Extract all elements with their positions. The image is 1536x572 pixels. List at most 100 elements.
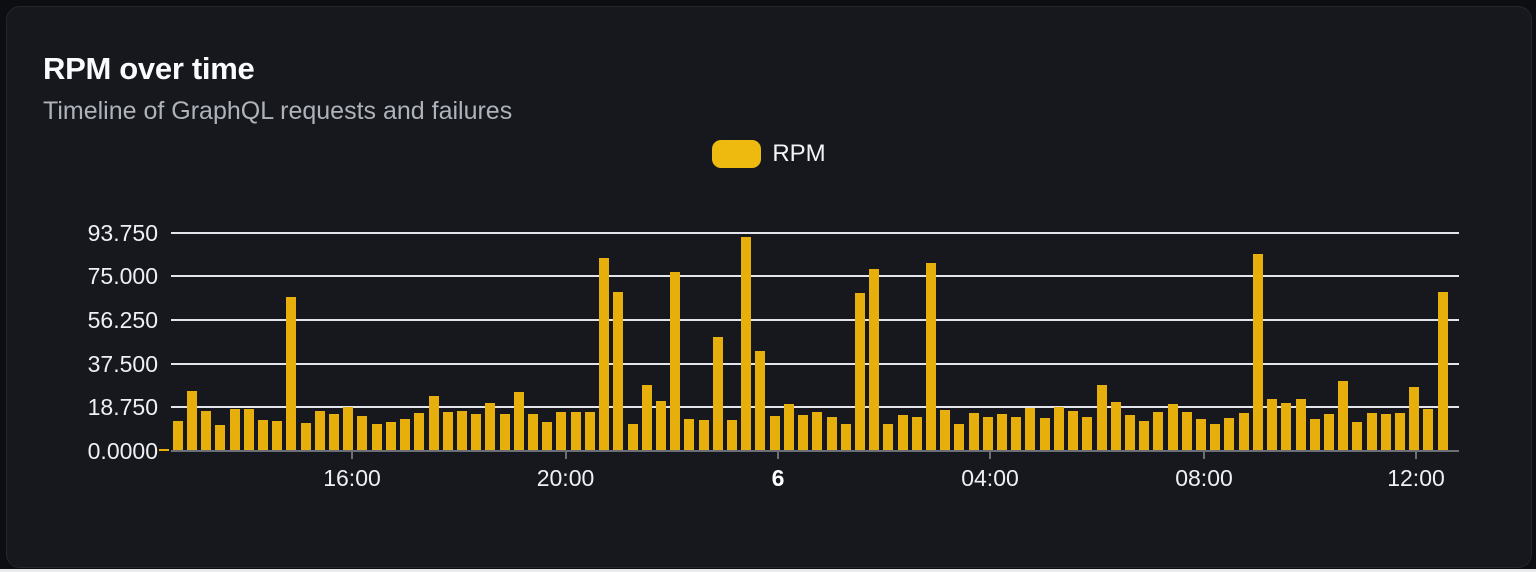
bar[interactable] (1352, 421, 1363, 451)
bar[interactable] (1423, 409, 1434, 451)
bar[interactable] (556, 412, 567, 451)
gridline (171, 319, 1459, 322)
bar[interactable] (400, 418, 411, 451)
bar[interactable] (229, 408, 240, 451)
bar[interactable] (826, 416, 837, 451)
bar[interactable] (1025, 408, 1036, 451)
bar[interactable] (499, 413, 510, 451)
bar[interactable] (1224, 418, 1235, 451)
bar[interactable] (1238, 413, 1249, 451)
bar[interactable] (684, 418, 695, 451)
bar[interactable] (1366, 412, 1377, 451)
bar[interactable] (1437, 291, 1448, 451)
bar[interactable] (215, 424, 226, 451)
bar[interactable] (1153, 412, 1164, 451)
y-axis-label: 37.500 (87, 350, 158, 377)
bar[interactable] (243, 408, 254, 451)
bar[interactable] (613, 292, 624, 451)
bar[interactable] (456, 410, 467, 451)
bar[interactable] (528, 413, 539, 451)
bar[interactable] (954, 424, 965, 451)
bar[interactable] (1409, 386, 1420, 451)
bar[interactable] (712, 337, 723, 451)
bar[interactable] (414, 412, 425, 451)
bar[interactable] (584, 411, 595, 451)
bar[interactable] (385, 421, 396, 451)
bar[interactable] (542, 422, 553, 451)
bar[interactable] (1252, 254, 1263, 451)
bar[interactable] (641, 384, 652, 451)
bar[interactable] (1196, 419, 1207, 451)
bar[interactable] (599, 258, 610, 451)
bar[interactable] (186, 390, 197, 451)
bar[interactable] (1011, 417, 1022, 451)
bar[interactable] (485, 403, 496, 451)
bar[interactable] (1295, 398, 1306, 451)
bar[interactable] (1068, 410, 1079, 451)
bar[interactable] (798, 414, 809, 451)
bar[interactable] (741, 236, 752, 451)
bar[interactable] (1082, 417, 1093, 451)
bar[interactable] (940, 410, 951, 451)
bar[interactable] (1110, 401, 1121, 451)
bar[interactable] (201, 410, 212, 451)
x-axis-tick (777, 452, 779, 459)
x-axis-tick (351, 452, 353, 459)
bar[interactable] (769, 415, 780, 451)
bar[interactable] (471, 414, 482, 451)
bar[interactable] (1053, 406, 1064, 451)
bar[interactable] (1096, 384, 1107, 451)
bar[interactable] (1039, 418, 1050, 451)
bar[interactable] (158, 448, 169, 451)
y-axis-label: 93.750 (87, 219, 158, 246)
bar[interactable] (272, 421, 283, 451)
bar[interactable] (968, 412, 979, 451)
bar[interactable] (314, 410, 325, 451)
bar[interactable] (655, 400, 666, 451)
bar[interactable] (1338, 381, 1349, 451)
bar[interactable] (357, 415, 368, 451)
bar[interactable] (1323, 414, 1334, 451)
bar[interactable] (854, 292, 865, 451)
bar[interactable] (869, 269, 880, 451)
bar[interactable] (982, 416, 993, 451)
bar[interactable] (1380, 414, 1391, 451)
bar[interactable] (1395, 413, 1406, 451)
bar[interactable] (1167, 404, 1178, 451)
bar[interactable] (1281, 402, 1292, 451)
bar[interactable] (911, 417, 922, 451)
gridline (171, 406, 1459, 409)
bar[interactable] (570, 411, 581, 451)
bar[interactable] (300, 423, 311, 451)
bar[interactable] (627, 423, 638, 451)
bar[interactable] (727, 420, 738, 451)
bar[interactable] (670, 271, 681, 451)
bar[interactable] (897, 414, 908, 451)
bar[interactable] (286, 297, 297, 451)
bar[interactable] (926, 263, 936, 451)
bar[interactable] (783, 404, 794, 451)
bar[interactable] (1309, 418, 1320, 451)
bar[interactable] (428, 395, 439, 451)
bar[interactable] (513, 391, 524, 451)
x-axis-tick (564, 452, 567, 459)
bar[interactable] (812, 411, 823, 451)
bar[interactable] (172, 420, 183, 451)
bar[interactable] (883, 424, 894, 451)
x-axis-tick (1203, 452, 1205, 459)
bar[interactable] (1210, 423, 1221, 451)
bar[interactable] (997, 414, 1008, 451)
legend-item-rpm[interactable]: RPM (712, 140, 826, 168)
bar[interactable] (698, 420, 709, 451)
bar[interactable] (257, 420, 268, 451)
bar[interactable] (1139, 420, 1150, 451)
bar[interactable] (329, 413, 340, 451)
bar[interactable] (343, 406, 354, 451)
bar[interactable] (1124, 415, 1135, 451)
bar[interactable] (371, 423, 382, 451)
bar[interactable] (840, 423, 851, 451)
bar[interactable] (1181, 412, 1192, 451)
bar[interactable] (442, 412, 453, 451)
bar[interactable] (755, 350, 766, 451)
bar[interactable] (1267, 398, 1278, 451)
